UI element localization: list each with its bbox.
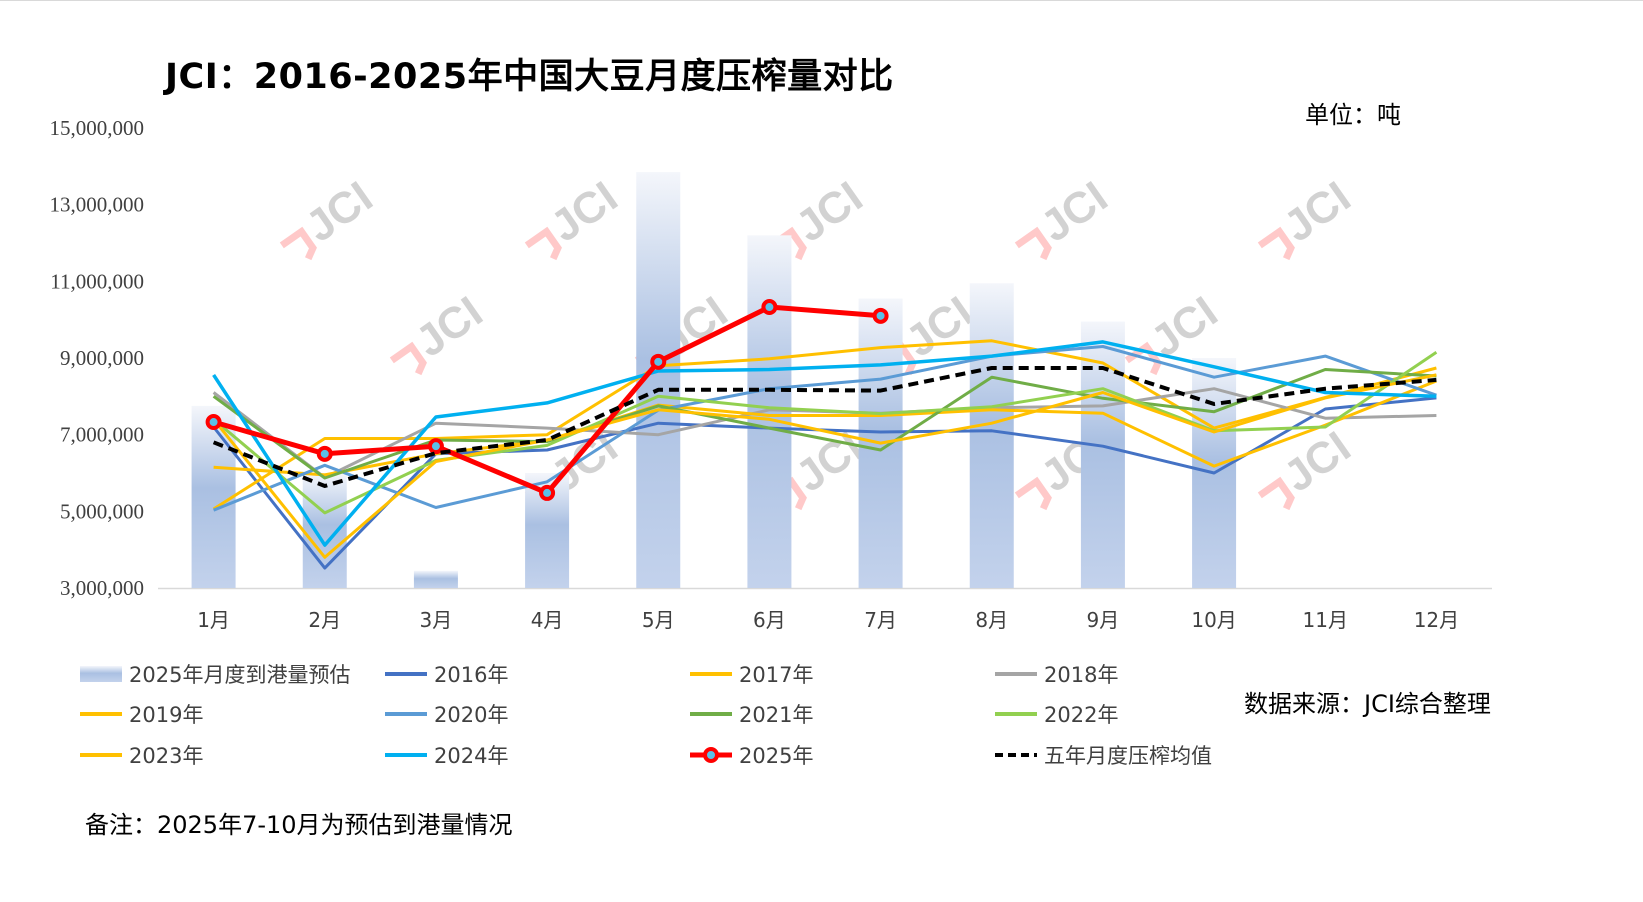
series-line-2023年 bbox=[212, 373, 1437, 559]
legend-label: 2023年 bbox=[129, 744, 203, 768]
jci-watermark: JCI bbox=[1014, 172, 1116, 261]
line-series bbox=[205, 299, 1438, 570]
x-tick-label: 11月 bbox=[1303, 608, 1348, 632]
legend-item: 2020年 bbox=[385, 703, 508, 727]
legend-item: 五年月度压榨均值 bbox=[995, 744, 1212, 768]
legend-item: 2024年 bbox=[385, 744, 508, 768]
watermark-logo-icon bbox=[1124, 341, 1162, 376]
legend-label: 2025年月度到港量预估 bbox=[129, 663, 350, 687]
unit-label: 单位：吨 bbox=[1305, 101, 1401, 129]
y-tick-label: 5,000,000 bbox=[60, 499, 144, 523]
legend-item: 2018年 bbox=[995, 663, 1118, 687]
legend-item: 2025年 bbox=[690, 744, 813, 768]
legend-label: 2019年 bbox=[129, 703, 203, 727]
legend-marker bbox=[703, 747, 719, 763]
footnote: 备注：2025年7-10月为预估到港量情况 bbox=[85, 811, 513, 839]
bar-2月 bbox=[302, 473, 347, 588]
x-axis: 1月 2月 3月 4月 5月 6月 7月 8月 9月 10月 11月 12月 bbox=[197, 608, 1459, 632]
legend-swatch-bar bbox=[80, 666, 122, 682]
series-point-2025年 bbox=[761, 299, 778, 316]
series-line-2024年 bbox=[212, 340, 1437, 547]
x-tick-label: 6月 bbox=[753, 608, 786, 632]
legend-item: 2025年月度到港量预估 bbox=[80, 663, 350, 687]
legend-item: 2021年 bbox=[690, 703, 813, 727]
watermark-logo-icon bbox=[524, 226, 562, 261]
jci-watermark: JCI bbox=[1257, 422, 1359, 511]
watermark-logo-icon bbox=[389, 341, 427, 376]
y-tick-label: 11,000,000 bbox=[50, 269, 144, 293]
watermark-logo-icon bbox=[1014, 476, 1052, 511]
x-tick-label: 3月 bbox=[420, 608, 453, 632]
top-border bbox=[0, 0, 1643, 1]
legend-label: 五年月度压榨均值 bbox=[1044, 744, 1212, 768]
legend-label: 2017年 bbox=[739, 663, 813, 687]
series-point-2025年 bbox=[650, 353, 667, 370]
x-tick-label: 5月 bbox=[642, 608, 675, 632]
legend-item: 2016年 bbox=[385, 663, 508, 687]
source-label: 数据来源：JCI综合整理 bbox=[1244, 690, 1491, 718]
x-tick-label: 1月 bbox=[197, 608, 230, 632]
x-tick-label: 4月 bbox=[531, 608, 564, 632]
series-point-2025年 bbox=[539, 484, 556, 501]
legend-label: 2016年 bbox=[434, 663, 508, 687]
legend-item: 2019年 bbox=[80, 703, 203, 727]
y-tick-label: 7,000,000 bbox=[60, 423, 144, 447]
x-tick-label: 2月 bbox=[308, 608, 341, 632]
legend-label: 2025年 bbox=[739, 744, 813, 768]
legend-label: 2021年 bbox=[739, 703, 813, 727]
x-tick-label: 10月 bbox=[1191, 608, 1236, 632]
bar-8月 bbox=[969, 283, 1014, 588]
chart-title: JCI：2016-2025年中国大豆月度压榨量对比 bbox=[165, 57, 894, 97]
legend-item: 2023年 bbox=[80, 744, 203, 768]
jci-watermark: JCI bbox=[279, 172, 381, 261]
y-tick-label: 13,000,000 bbox=[50, 193, 145, 217]
watermark-logo-icon bbox=[1257, 226, 1295, 261]
jci-watermark: JCI bbox=[1257, 172, 1359, 261]
series-point-2025年 bbox=[427, 438, 444, 455]
watermark-logo-icon bbox=[1014, 226, 1052, 261]
series-line-五年月度压榨均值 bbox=[212, 366, 1437, 488]
legend-label: 2020年 bbox=[434, 703, 508, 727]
y-tick-label: 15,000,000 bbox=[50, 116, 145, 140]
legend-item: 2022年 bbox=[995, 703, 1118, 727]
legend: 2025年月度到港量预估 2016年 2017年 2018年 2019年 2020年 202… bbox=[80, 663, 1212, 768]
series-point-2025年 bbox=[316, 445, 333, 462]
y-tick-label: 3,000,000 bbox=[60, 576, 144, 600]
bar-9月 bbox=[1080, 321, 1125, 588]
series-point-2025年 bbox=[205, 414, 222, 431]
series-point-2025年 bbox=[872, 307, 889, 324]
y-axis: 3,000,000 5,000,000 7,000,000 9,000,000 11,0… bbox=[50, 116, 1492, 600]
watermark-logo-icon bbox=[279, 226, 317, 261]
x-tick-label: 12月 bbox=[1414, 608, 1459, 632]
x-tick-label: 8月 bbox=[975, 608, 1008, 632]
legend-label: 2024年 bbox=[434, 744, 508, 768]
series-line-2022年 bbox=[212, 351, 1438, 515]
y-tick-label: 9,000,000 bbox=[60, 346, 144, 370]
watermark-logo-icon bbox=[1257, 476, 1295, 511]
jci-watermark: JCI bbox=[389, 287, 491, 376]
x-tick-label: 7月 bbox=[864, 608, 897, 632]
series-line-2020年 bbox=[213, 345, 1437, 512]
legend-label: 2018年 bbox=[1044, 663, 1118, 687]
legend-label: 2022年 bbox=[1044, 703, 1118, 727]
bar-3月 bbox=[413, 570, 458, 588]
jci-watermark: JCI bbox=[524, 172, 626, 261]
legend-item: 2017年 bbox=[690, 663, 813, 687]
x-tick-label: 9月 bbox=[1087, 608, 1120, 632]
